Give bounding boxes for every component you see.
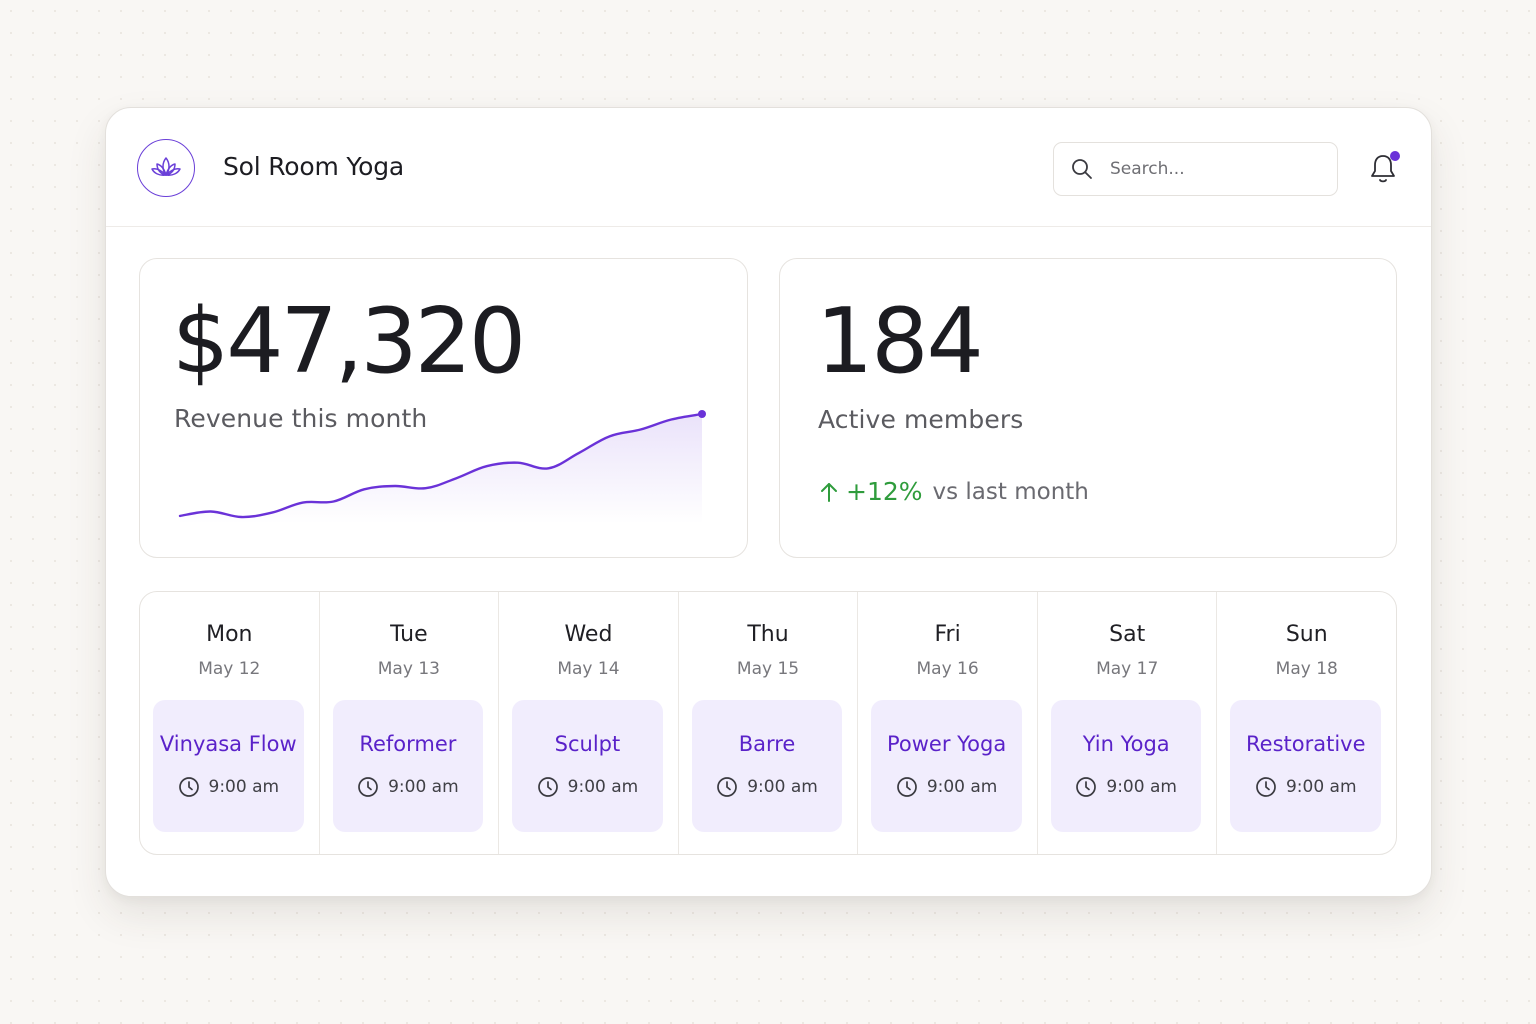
day-date: May 15 (736, 659, 800, 679)
class-time: 9:00 am (692, 776, 843, 798)
class-time: 9:00 am (871, 776, 1022, 798)
clock-icon (1255, 776, 1277, 798)
members-label: Active members (818, 405, 1024, 434)
class-name: Yin Yoga (1082, 732, 1170, 756)
day-date: May 14 (557, 659, 620, 679)
clock-icon (357, 776, 379, 798)
class-name: Reformer (359, 732, 457, 756)
class-card[interactable]: Barre 9:00 am (691, 700, 843, 832)
class-time: 9:00 am (1230, 776, 1381, 798)
class-card[interactable]: Sculpt 9:00 am (512, 700, 663, 832)
day-date: May 18 (1275, 659, 1338, 679)
day-name: Mon (206, 622, 253, 647)
class-time-text: 9:00 am (747, 777, 818, 797)
members-card: 184 Active members +12% vs last month (779, 258, 1397, 558)
day-date: May 16 (916, 659, 979, 679)
unread-indicator (1390, 151, 1400, 161)
schedule-days: Mon May 12 Vinyasa Flow 9:00 am (140, 592, 1396, 854)
revenue-card: $47,320 Revenue this month (139, 258, 748, 558)
members-change: +12% (846, 477, 923, 506)
class-card[interactable]: Vinyasa Flow 9:00 am (153, 700, 304, 832)
class-card[interactable]: Restorative 9:00 am (1230, 700, 1382, 832)
day-name: Sun (1285, 622, 1328, 647)
schedule-day-wed: Wed May 14 Sculpt 9:00 am (498, 592, 678, 854)
day-date: May 13 (377, 659, 440, 679)
class-name: Restorative (1246, 732, 1366, 756)
day-date: May 17 (1096, 659, 1159, 679)
schedule-day-sat: Sat May 17 Yin Yoga 9:00 am (1036, 592, 1217, 854)
app-name: Sol Room Yoga (223, 152, 405, 181)
schedule-day-fri: Fri May 16 Power Yoga 9:00 am (857, 592, 1037, 854)
class-time-text: 9:00 am (208, 777, 280, 797)
class-name: Sculpt (554, 732, 621, 756)
members-change-suffix: vs last month (932, 478, 1089, 505)
day-name: Tue (390, 622, 428, 647)
class-time-text: 9:00 am (926, 777, 998, 797)
class-time: 9:00 am (1051, 776, 1202, 798)
clock-icon (537, 776, 559, 798)
revenue-value: $47,320 (172, 289, 526, 394)
notifications-button[interactable] (1365, 150, 1401, 188)
class-name: Vinyasa Flow (159, 732, 297, 756)
search-input[interactable] (1108, 158, 1322, 180)
clock-icon (716, 776, 738, 798)
class-name: Power Yoga (886, 732, 1007, 756)
lotus-icon[interactable] (137, 139, 195, 197)
class-time-text: 9:00 am (567, 777, 639, 797)
members-trend: +12% vs last month (818, 477, 1089, 506)
class-name: Barre (738, 732, 796, 756)
schedule-day-mon: Mon May 12 Vinyasa Flow 9:00 am (140, 592, 319, 854)
clock-icon (896, 776, 918, 798)
schedule-day-thu: Thu May 15 Barre 9:00 am (677, 592, 858, 854)
day-name: Wed (564, 622, 613, 647)
bell-icon (1368, 153, 1398, 185)
class-time-text: 9:00 am (388, 777, 459, 797)
weekly-schedule: Mon May 12 Vinyasa Flow 9:00 am (139, 591, 1397, 855)
class-card[interactable]: Reformer 9:00 am (332, 700, 484, 832)
members-value: 184 (816, 289, 984, 394)
revenue-sparkline (178, 410, 706, 524)
clock-icon (178, 776, 200, 798)
class-time-text: 9:00 am (1285, 777, 1357, 797)
search-icon (1070, 157, 1094, 181)
class-card[interactable]: Power Yoga 9:00 am (871, 700, 1022, 832)
sparkline-line (178, 412, 704, 519)
day-name: Thu (747, 622, 789, 647)
app-header: Sol Room Yoga (106, 108, 1431, 227)
class-card[interactable]: Yin Yoga 9:00 am (1050, 700, 1202, 832)
day-name: Fri (934, 622, 961, 647)
day-date: May 12 (198, 659, 261, 679)
clock-icon (1075, 776, 1097, 798)
class-time: 9:00 am (333, 776, 484, 798)
day-name: Sat (1109, 622, 1146, 647)
sparkline-endpoint (698, 410, 706, 418)
class-time: 9:00 am (512, 776, 663, 798)
dashboard-window: Sol Room Yoga $47,320 Revenue this month (105, 107, 1432, 897)
search-box[interactable] (1053, 142, 1338, 196)
revenue-label: Revenue this month (174, 404, 428, 433)
schedule-day-tue: Tue May 13 Reformer 9:00 am (318, 592, 499, 854)
sparkline-area (180, 414, 702, 524)
class-time: 9:00 am (153, 776, 304, 798)
schedule-day-sun: Sun May 18 Restorative 9:00 am (1216, 592, 1396, 854)
arrow-up-icon (818, 480, 840, 504)
class-time-text: 9:00 am (1106, 777, 1177, 797)
